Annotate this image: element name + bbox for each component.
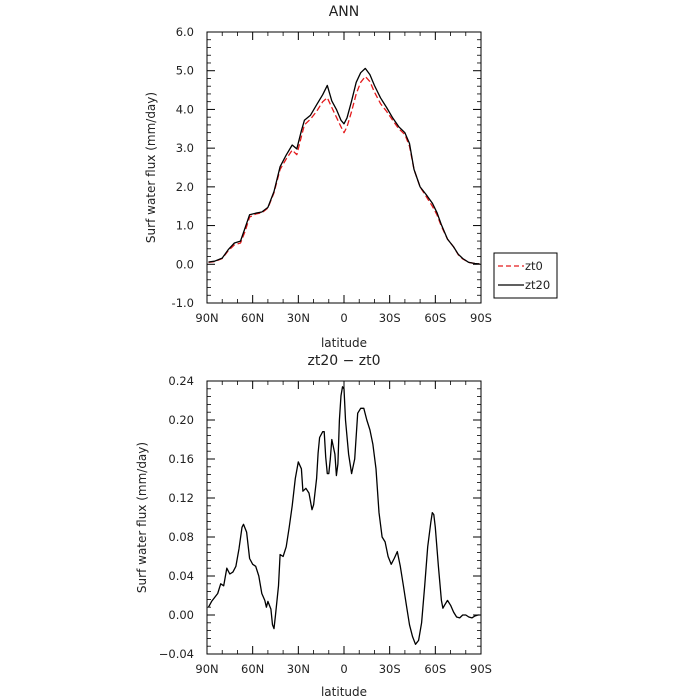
x-tick-label: 90N <box>195 311 218 325</box>
series-line-zt20 <box>208 67 480 265</box>
chart-title: zt20 − zt0 <box>307 353 380 369</box>
x-tick-label: 60N <box>241 662 264 676</box>
y-tick-label: 4.0 <box>176 102 194 116</box>
legend-box <box>493 252 558 299</box>
x-tick-label: 0 <box>340 311 347 325</box>
y-tick-label: 0.0 <box>176 257 194 271</box>
y-tick-label: 0.20 <box>168 413 194 427</box>
chart-title: ANN <box>329 4 360 20</box>
x-tick-label: 30S <box>379 662 401 676</box>
y-tick-label: 0.16 <box>168 452 194 466</box>
plot-frame <box>206 380 482 655</box>
x-tick-label: 30S <box>379 311 401 325</box>
x-tick-label: 0 <box>340 662 347 676</box>
x-tick-label: 60S <box>424 311 446 325</box>
y-tick-label: 0.24 <box>168 374 194 388</box>
y-tick-label: 5.0 <box>176 64 194 78</box>
y-tick-label: −0.04 <box>159 647 194 661</box>
y-axis-label: Surf water flux (mm/day) <box>144 92 158 243</box>
legend-label-zt20: zt20 <box>525 278 550 292</box>
y-tick-label: -1.0 <box>172 296 194 310</box>
y-tick-label: 0.04 <box>168 569 194 583</box>
y-tick-label: 0.00 <box>168 608 194 622</box>
x-tick-label: 90S <box>470 662 492 676</box>
plot-frame <box>206 31 482 304</box>
y-tick-label: 0.12 <box>168 491 194 505</box>
y-tick-label: 0.08 <box>168 530 194 544</box>
y-axis-label: Surf water flux (mm/day) <box>135 442 149 593</box>
series-line-zt0 <box>208 75 480 265</box>
y-tick-label: 3.0 <box>176 141 194 155</box>
x-axis-label: latitude <box>321 685 367 699</box>
x-tick-label: 60S <box>424 662 446 676</box>
x-tick-label: 90S <box>470 311 492 325</box>
y-tick-label: 1.0 <box>176 219 194 233</box>
x-tick-label: 30N <box>287 662 310 676</box>
x-axis-label: latitude <box>321 336 367 350</box>
y-tick-label: 2.0 <box>176 180 194 194</box>
y-tick-label: 6.0 <box>176 25 194 39</box>
legend-label-zt0: zt0 <box>525 259 543 273</box>
x-tick-label: 60N <box>241 311 264 325</box>
x-tick-label: 90N <box>195 662 218 676</box>
x-tick-label: 30N <box>287 311 310 325</box>
series-line-diff-0 <box>207 386 480 645</box>
